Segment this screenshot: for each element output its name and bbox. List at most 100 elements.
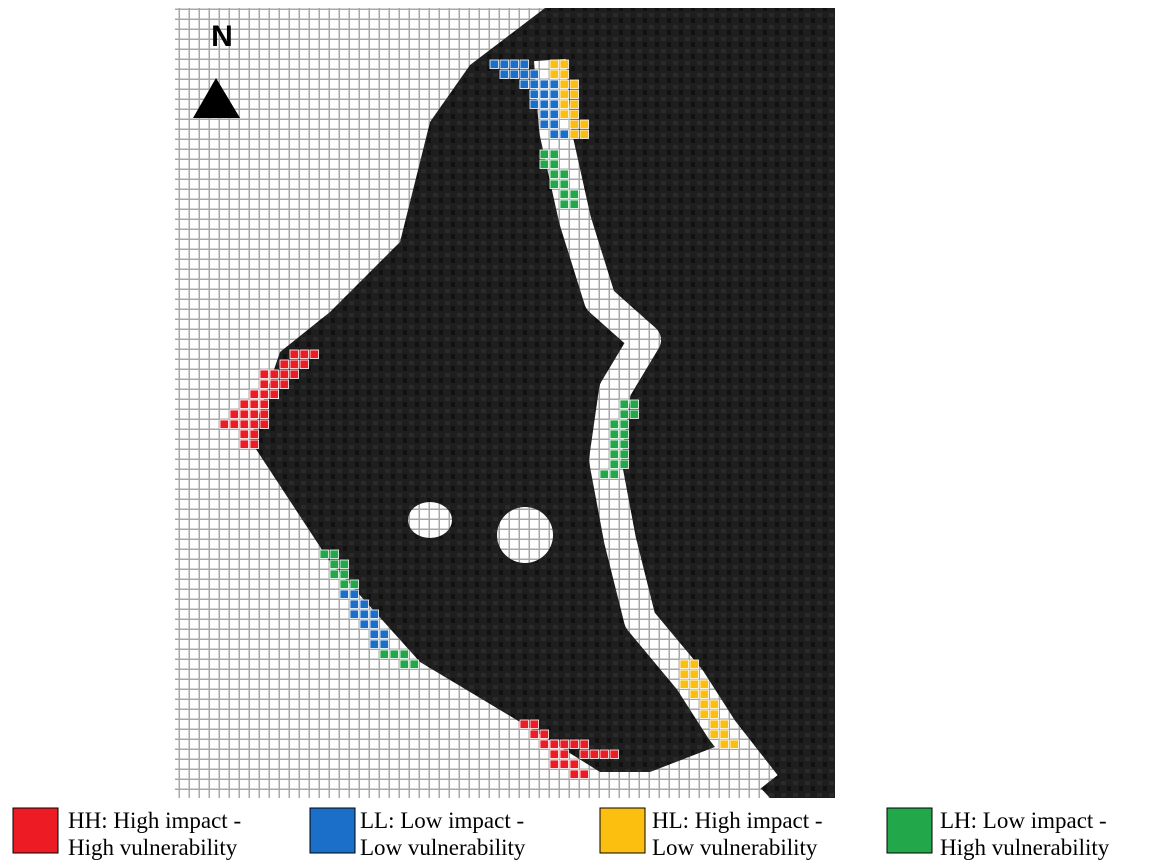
- cluster-cell: [340, 580, 349, 589]
- cluster-cell: [260, 420, 269, 429]
- cluster-cell: [550, 130, 559, 139]
- legend-label: High vulnerability: [68, 835, 238, 860]
- cluster-cell: [560, 760, 569, 769]
- cluster-cell: [500, 60, 509, 69]
- cluster-cell: [560, 110, 569, 119]
- cluster-cell: [490, 60, 499, 69]
- cluster-cell: [260, 410, 269, 419]
- cluster-cell: [560, 90, 569, 99]
- cluster-cell: [600, 470, 609, 479]
- legend: HH: High impact -High vulnerability LL: L…: [13, 808, 1110, 860]
- cluster-cell: [540, 160, 549, 169]
- cluster-cell: [260, 380, 269, 389]
- cluster-cell: [360, 610, 369, 619]
- cluster-cell: [580, 740, 589, 749]
- cluster-cell: [270, 370, 279, 379]
- cluster-cell: [340, 590, 349, 599]
- cluster-cell: [500, 70, 509, 79]
- cluster-cell: [620, 400, 629, 409]
- cluster-cell: [540, 120, 549, 129]
- cluster-cell: [240, 410, 249, 419]
- cluster-cell: [260, 390, 269, 399]
- cluster-cell: [280, 380, 289, 389]
- cluster-cell: [290, 350, 299, 359]
- cluster-cell: [610, 460, 619, 469]
- cluster-cell: [240, 430, 249, 439]
- cluster-cell: [240, 440, 249, 449]
- cluster-cell: [380, 650, 389, 659]
- cluster-cell: [580, 120, 589, 129]
- cluster-cell: [540, 90, 549, 99]
- cluster-cell: [330, 560, 339, 569]
- cluster-cell: [540, 150, 549, 159]
- cluster-cell: [250, 440, 259, 449]
- cluster-cell: [410, 660, 419, 669]
- cluster-cell: [550, 110, 559, 119]
- cluster-cell: [570, 120, 579, 129]
- cluster-cell: [350, 600, 359, 609]
- cluster-cell: [560, 70, 569, 79]
- cluster-cell: [620, 440, 629, 449]
- cluster-cell: [610, 420, 619, 429]
- legend-swatch: [887, 808, 932, 853]
- cluster-cell: [610, 750, 619, 759]
- cluster-cell: [550, 90, 559, 99]
- cluster-cell: [330, 550, 339, 559]
- cluster-cell: [230, 410, 239, 419]
- cluster-cell: [720, 730, 729, 739]
- cluster-cell: [550, 100, 559, 109]
- cluster-cell: [510, 60, 519, 69]
- cluster-cell: [610, 430, 619, 439]
- cluster-cell: [550, 170, 559, 179]
- cluster-cell: [610, 470, 619, 479]
- map: N HH: High impact -High vulnerabilityLL:…: [0, 0, 1160, 861]
- cluster-cell: [370, 620, 379, 629]
- cluster-cell: [290, 360, 299, 369]
- cluster-cell: [560, 130, 569, 139]
- cluster-cell: [230, 420, 239, 429]
- cluster-cell: [690, 660, 699, 669]
- cluster-cell: [730, 740, 739, 749]
- cluster-cell: [240, 400, 249, 409]
- cluster-cell: [520, 60, 529, 69]
- island: [497, 507, 553, 563]
- cluster-cell: [530, 90, 539, 99]
- cluster-cell: [290, 370, 299, 379]
- cluster-cell: [690, 690, 699, 699]
- cluster-cell: [590, 750, 599, 759]
- cluster-cell: [380, 630, 389, 639]
- cluster-cell: [400, 650, 409, 659]
- cluster-cell: [540, 100, 549, 109]
- cluster-cell: [250, 410, 259, 419]
- cluster-cell: [530, 730, 539, 739]
- legend-label: Low vulnerability: [360, 835, 526, 860]
- cluster-cell: [260, 400, 269, 409]
- cluster-cell: [570, 760, 579, 769]
- cluster-cell: [610, 440, 619, 449]
- cluster-cell: [680, 660, 689, 669]
- cluster-cell: [620, 460, 629, 469]
- legend-label: HH: High impact -: [68, 808, 241, 833]
- cluster-cell: [630, 400, 639, 409]
- cluster-cell: [560, 200, 569, 209]
- cluster-cell: [550, 760, 559, 769]
- legend-swatch: [13, 808, 58, 853]
- legend-swatch: [310, 808, 355, 853]
- cluster-cell: [550, 160, 559, 169]
- cluster-cell: [700, 700, 709, 709]
- cluster-cell: [570, 200, 579, 209]
- cluster-cell: [350, 590, 359, 599]
- legend-label: LL: Low impact -: [360, 808, 524, 833]
- cluster-cell: [520, 80, 529, 89]
- cluster-cell: [550, 70, 559, 79]
- cluster-cell: [270, 380, 279, 389]
- cluster-cell: [250, 430, 259, 439]
- cluster-cell: [250, 390, 259, 399]
- cluster-cell: [550, 150, 559, 159]
- cluster-cell: [570, 190, 579, 199]
- island: [408, 502, 452, 538]
- cluster-cell: [570, 80, 579, 89]
- cluster-cell: [280, 370, 289, 379]
- cluster-cell: [620, 430, 629, 439]
- cluster-cell: [620, 420, 629, 429]
